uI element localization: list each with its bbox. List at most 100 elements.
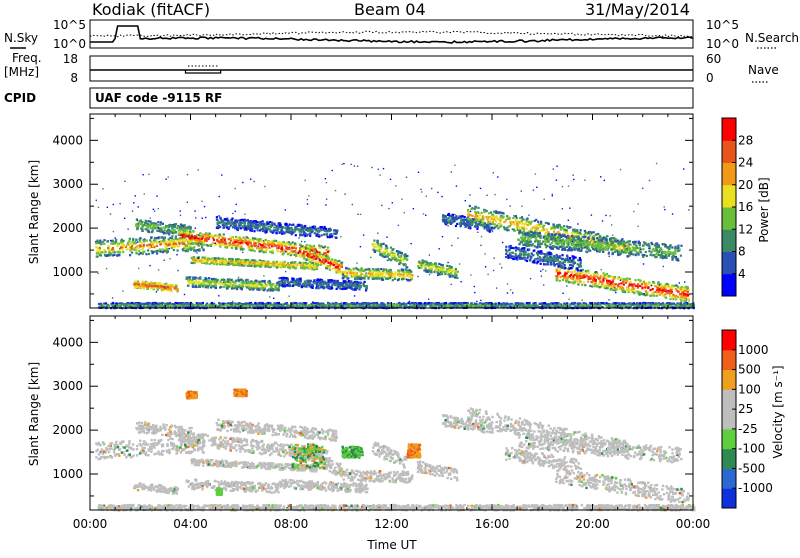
power-cell	[448, 214, 450, 216]
power-data	[95, 163, 695, 310]
power-cell	[537, 234, 539, 236]
power-cell	[259, 261, 261, 263]
power-cell	[490, 216, 492, 218]
power-cell	[260, 281, 262, 283]
power-cell	[235, 287, 237, 289]
power-cell	[272, 283, 274, 285]
power-cell	[626, 241, 628, 243]
power-cell	[228, 222, 230, 224]
power-cell	[128, 248, 130, 250]
power-cell	[308, 264, 310, 266]
power-cell	[163, 243, 165, 245]
power-cell	[215, 285, 217, 287]
power-cell	[618, 244, 620, 246]
power-cell	[186, 226, 188, 228]
power-cell	[554, 234, 556, 236]
power-cell	[171, 237, 173, 239]
power-cell	[148, 247, 150, 249]
power-cell	[365, 287, 367, 289]
power-cell	[290, 281, 292, 283]
power-cell	[234, 225, 236, 227]
power-cell	[147, 226, 149, 228]
power-cell	[232, 284, 234, 286]
power-cell	[191, 262, 193, 264]
power-cell	[443, 216, 445, 218]
power-cell	[129, 238, 131, 240]
power-cell	[534, 227, 536, 229]
power-cell	[589, 285, 591, 287]
power-cell	[666, 247, 668, 249]
power-cell	[418, 267, 420, 269]
power-cell	[277, 241, 279, 243]
power-cell	[445, 215, 447, 217]
power-cell	[545, 222, 547, 224]
power-cell	[620, 252, 622, 254]
power-cell	[159, 243, 161, 245]
power-cell	[643, 281, 645, 283]
power-cell	[532, 236, 534, 238]
power-cell	[249, 239, 251, 241]
power-cell	[464, 224, 466, 226]
power-cell	[262, 280, 264, 282]
power-cell	[583, 236, 585, 238]
power-cell	[193, 246, 195, 248]
power-cell	[594, 241, 596, 243]
power-cell	[401, 269, 403, 271]
power-cell	[133, 242, 135, 244]
power-cell	[404, 256, 406, 258]
power-cell	[165, 247, 167, 249]
power-cell	[318, 231, 320, 233]
power-cell	[629, 248, 631, 250]
power-cell	[450, 223, 452, 225]
power-cell	[525, 222, 527, 224]
power-cell	[585, 242, 587, 244]
power-cell	[259, 250, 261, 252]
power-cell	[467, 209, 469, 211]
power-cell	[170, 245, 172, 247]
power-cell	[327, 247, 329, 249]
power-cell	[314, 267, 316, 269]
power-cell	[99, 249, 101, 251]
power-cell	[553, 225, 555, 227]
power-cell	[334, 259, 336, 261]
power-cell	[245, 227, 247, 229]
power-cell	[174, 245, 176, 247]
power-cell	[219, 240, 221, 242]
power-cell	[456, 223, 458, 225]
power-cell	[542, 226, 544, 228]
power-cell	[472, 215, 474, 217]
power-cell	[304, 264, 306, 266]
power-cell	[283, 232, 285, 234]
power-cell	[215, 287, 217, 289]
power-cell	[481, 212, 483, 214]
power-cell	[106, 240, 108, 242]
power-cell	[302, 252, 304, 254]
power-cell	[301, 230, 303, 232]
power-cell	[539, 237, 541, 239]
power-cell	[633, 243, 635, 245]
power-cell	[173, 249, 175, 251]
power-cell	[433, 271, 435, 273]
power-cell	[410, 276, 412, 278]
nsky-traces	[90, 26, 693, 43]
power-cell	[541, 229, 543, 231]
power-cell	[373, 247, 375, 249]
power-cell	[497, 211, 499, 213]
power-cell	[146, 288, 148, 290]
power-cell	[522, 223, 524, 225]
power-cell	[252, 282, 254, 284]
power-cell	[626, 248, 628, 250]
power-cell	[637, 254, 639, 256]
power-cell	[269, 282, 271, 284]
power-cell	[498, 224, 500, 226]
power-cell	[632, 253, 634, 255]
power-cell	[605, 239, 607, 241]
power-cell	[254, 237, 256, 239]
power-cell	[115, 241, 117, 243]
power-cell	[612, 244, 614, 246]
power-cell	[285, 223, 287, 225]
power-cell	[257, 265, 259, 267]
power-cell	[374, 277, 376, 279]
power-cell	[177, 249, 179, 251]
power-cell	[398, 256, 400, 258]
